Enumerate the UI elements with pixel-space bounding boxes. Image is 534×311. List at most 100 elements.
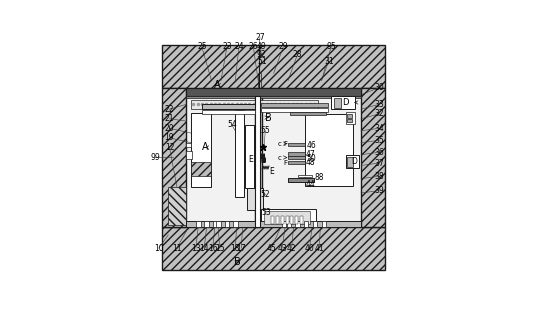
Bar xyxy=(186,96,361,98)
Text: 50: 50 xyxy=(306,154,316,163)
Bar xyxy=(186,151,192,160)
Bar xyxy=(247,188,263,210)
Bar xyxy=(191,162,211,176)
Bar xyxy=(204,221,209,227)
Bar xyxy=(186,88,361,226)
Bar xyxy=(287,221,291,227)
Text: D: D xyxy=(352,157,358,166)
Text: 21: 21 xyxy=(165,114,174,123)
Bar xyxy=(255,96,260,226)
Bar xyxy=(282,221,286,227)
Bar xyxy=(288,143,305,146)
Text: 13: 13 xyxy=(191,244,201,253)
Text: 10: 10 xyxy=(154,244,163,253)
Text: 54: 54 xyxy=(227,120,237,129)
Text: 11: 11 xyxy=(172,244,182,253)
Bar xyxy=(261,209,316,225)
Bar xyxy=(347,114,351,118)
Bar xyxy=(300,216,303,224)
Text: 23: 23 xyxy=(222,42,232,51)
Text: 24: 24 xyxy=(234,42,244,51)
Text: 47: 47 xyxy=(306,150,316,159)
Bar xyxy=(213,221,217,227)
Bar xyxy=(321,221,326,227)
Text: B: B xyxy=(234,258,241,267)
Text: 33: 33 xyxy=(374,100,384,109)
Text: 39: 39 xyxy=(374,186,384,195)
Text: 37: 37 xyxy=(374,159,384,168)
Bar xyxy=(288,161,305,164)
Bar xyxy=(162,44,385,88)
Bar xyxy=(345,112,355,123)
Bar xyxy=(304,221,308,227)
Text: B: B xyxy=(264,113,271,123)
Bar xyxy=(196,221,201,227)
Bar xyxy=(264,211,310,224)
Text: c: c xyxy=(277,141,281,147)
Bar xyxy=(271,216,274,224)
Bar xyxy=(290,112,326,115)
Bar xyxy=(162,226,385,270)
Text: 14: 14 xyxy=(199,244,209,253)
Text: E: E xyxy=(248,155,253,164)
Bar xyxy=(216,221,221,227)
Bar xyxy=(348,157,352,167)
Text: 99: 99 xyxy=(150,153,160,161)
Bar xyxy=(331,96,355,109)
Text: 41: 41 xyxy=(315,244,324,253)
Text: 25: 25 xyxy=(197,42,207,51)
Text: F: F xyxy=(284,160,288,166)
Bar xyxy=(288,152,305,156)
Text: 44: 44 xyxy=(306,180,316,189)
Bar xyxy=(191,100,318,109)
Text: 88: 88 xyxy=(315,173,324,182)
Text: 40: 40 xyxy=(305,244,315,253)
Text: A: A xyxy=(214,80,221,90)
Bar xyxy=(186,220,361,226)
Text: 49: 49 xyxy=(257,42,266,51)
Text: 26: 26 xyxy=(248,42,258,51)
Text: 29: 29 xyxy=(278,42,288,51)
Text: 20: 20 xyxy=(164,124,174,133)
Text: 48: 48 xyxy=(306,158,316,167)
Bar xyxy=(290,216,293,224)
Bar xyxy=(288,178,315,182)
Text: 34: 34 xyxy=(374,124,384,133)
Text: 45: 45 xyxy=(266,244,276,253)
Bar xyxy=(186,143,191,147)
Bar xyxy=(168,187,186,225)
Text: 27: 27 xyxy=(255,33,265,42)
Bar xyxy=(202,104,255,109)
Bar xyxy=(295,221,300,227)
Text: 42: 42 xyxy=(287,244,296,253)
Bar xyxy=(286,216,288,224)
Text: 12: 12 xyxy=(165,143,174,152)
Text: 17: 17 xyxy=(237,244,246,253)
Text: 43: 43 xyxy=(277,244,287,253)
Text: 31: 31 xyxy=(324,57,334,66)
Bar xyxy=(345,155,359,168)
Text: 22: 22 xyxy=(165,105,174,114)
Bar xyxy=(313,221,318,227)
Text: F: F xyxy=(284,141,288,147)
Bar xyxy=(245,125,254,188)
Bar xyxy=(162,88,186,226)
Text: 16: 16 xyxy=(208,244,217,253)
Text: 32: 32 xyxy=(374,109,384,118)
Bar xyxy=(361,88,385,226)
Bar xyxy=(191,113,211,187)
Text: 30: 30 xyxy=(374,83,384,92)
Text: 19: 19 xyxy=(164,133,174,142)
Text: 51: 51 xyxy=(257,57,266,66)
Bar xyxy=(202,110,255,114)
Text: E: E xyxy=(269,167,273,176)
Text: 36: 36 xyxy=(374,148,384,157)
Bar xyxy=(281,216,284,224)
Text: 15: 15 xyxy=(215,244,225,253)
Bar xyxy=(261,103,327,107)
Bar xyxy=(225,221,230,227)
Text: c: c xyxy=(277,155,281,160)
Bar xyxy=(288,156,305,160)
Text: 92: 92 xyxy=(257,49,266,58)
Bar xyxy=(276,216,279,224)
